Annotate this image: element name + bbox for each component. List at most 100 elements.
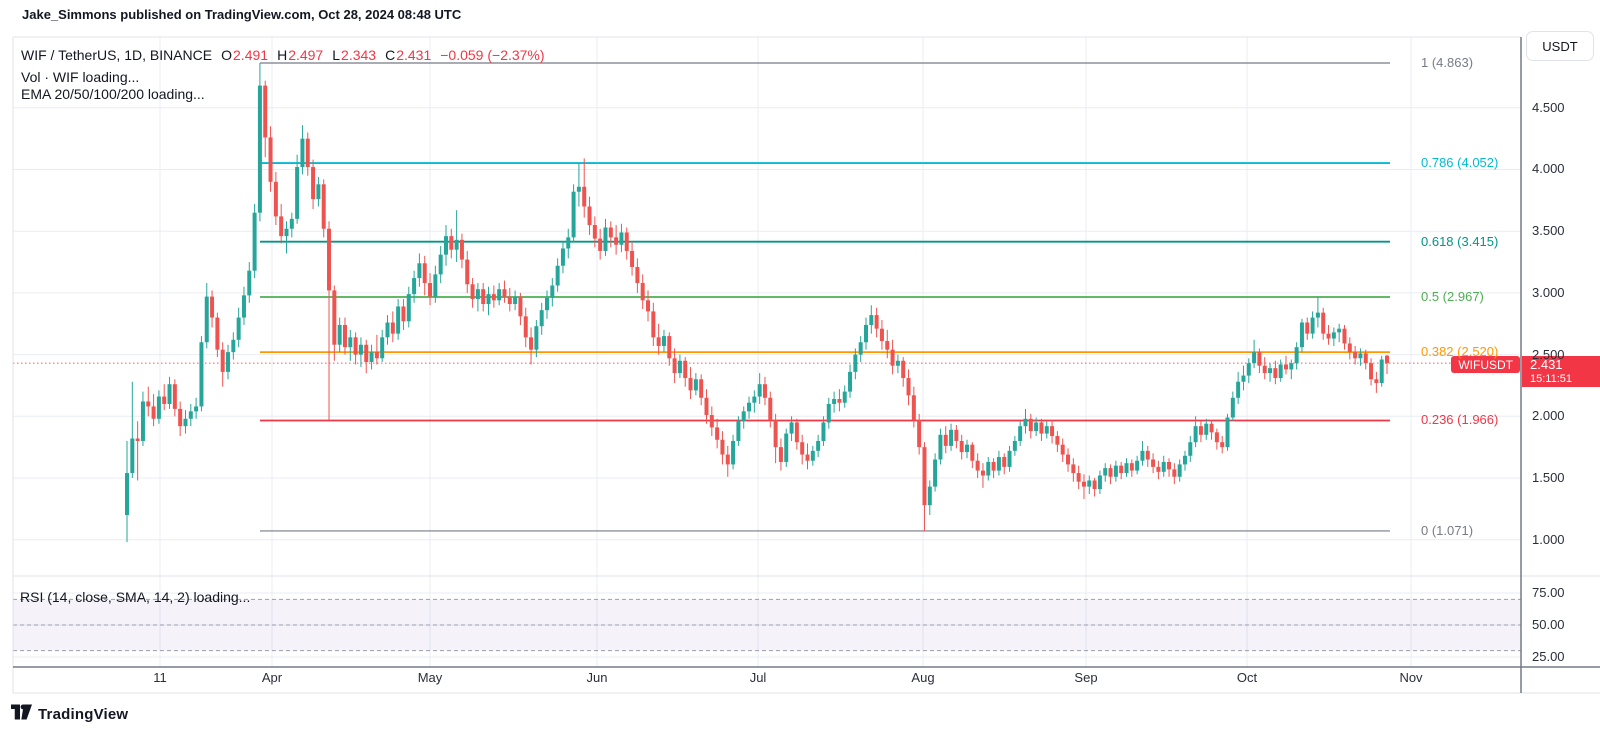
candle-body [975,460,980,471]
candle-body [412,278,417,295]
fib-level-label: 0.786 (4.052) [1421,155,1499,171]
time-axis-label[interactable]: Jul [749,670,767,685]
candle-body [353,337,358,355]
candle-body [295,167,300,219]
candle-body [433,274,438,297]
candle-body [486,294,491,305]
candle-body [677,360,682,374]
symbol-title[interactable]: WIF / TetherUS, 1D, BINANCE [21,47,213,63]
candle-body [741,411,746,422]
candle-body [773,419,778,448]
candle-body [1076,473,1081,482]
volume-indicator-legend[interactable]: Vol · WIF loading... [21,69,140,85]
fib-level-label: 0.618 (3.415) [1421,233,1499,249]
candle-body [443,236,448,255]
candle-body [1007,450,1012,467]
candle-body [996,457,1001,471]
candle-body [1214,432,1219,443]
candle-body [428,283,433,297]
candle-body [757,384,762,397]
price-axis-label[interactable]: 2.500 [1532,346,1565,362]
candle-body [210,296,215,318]
time-axis-label[interactable]: Apr [261,670,283,685]
rsi-axis-label[interactable]: 50.00 [1532,617,1565,632]
tradingview-logo[interactable]: TradingView [11,704,128,725]
rsi-axis-label[interactable]: 75.00 [1532,585,1565,600]
price-axis-label[interactable]: 3.500 [1532,223,1565,239]
candle-body [1156,466,1161,472]
candle-body [172,384,177,409]
candle-body [518,296,523,317]
candle-body [800,442,805,455]
candle-body [491,294,496,301]
candle-body [986,461,991,476]
candle-body [1299,322,1304,348]
candle-body [560,248,565,266]
candle-body [1220,442,1225,448]
time-axis-label[interactable]: 11 [153,670,167,685]
price-axis-label[interactable]: 3.000 [1532,284,1565,300]
candle-body [1124,463,1129,474]
candle-body [571,191,576,238]
candle-body [390,322,395,334]
candle-body [534,326,539,350]
candle-body [369,352,374,362]
candle-body [396,306,401,334]
candle-body [1087,480,1092,487]
candle-body [1044,426,1049,434]
price-axis-label[interactable]: 1.500 [1532,469,1565,485]
price-axis-label[interactable]: 1.000 [1532,531,1565,547]
time-axis-label[interactable]: Jun [586,670,608,685]
time-axis-label[interactable]: May [417,670,443,685]
candle-body [523,316,528,338]
candle-body [167,384,172,404]
candle-body [417,263,422,279]
price-axis-label[interactable]: 2.000 [1532,408,1565,424]
candle-body [906,378,911,396]
ohlc-high: H2.497 [277,47,324,63]
candle-body [869,315,874,325]
ema-indicator-legend[interactable]: EMA 20/50/100/200 loading... [21,86,205,102]
candle-body [135,438,140,441]
candle-body [348,337,353,348]
price-axis-label[interactable]: 4.500 [1532,99,1565,115]
candle-body [1315,312,1320,318]
candle-body [454,239,459,250]
candle-body [842,391,847,403]
candle-body [587,206,592,226]
price-axis-label[interactable]: 4.000 [1532,161,1565,177]
candle-body [273,181,278,217]
candle-body [194,406,199,412]
candle-body [879,328,884,342]
candle-body [1060,444,1065,455]
fib-level-label: 1 (4.863) [1421,55,1474,70]
candle-body [858,342,863,355]
candle-body [1209,423,1214,433]
change-value: −0.059 (−2.37%) [440,47,545,63]
candle-body [125,473,129,516]
candle-body [162,396,167,404]
candle-body [1310,317,1315,334]
candle-body [1018,426,1023,441]
candle-body [656,337,661,346]
rsi-axis-label[interactable]: 25.00 [1532,649,1565,664]
ohlc-low: L2.343 [332,47,377,63]
time-axis-label[interactable]: Nov [1399,670,1423,685]
candle-body [885,341,890,350]
candle-body [507,296,512,305]
candle-body [1108,468,1113,477]
candle-body [683,360,688,379]
currency-toggle-button[interactable]: USDT [1526,31,1594,61]
candle-body [470,284,475,300]
time-axis-label[interactable]: Sep [1074,670,1098,685]
candle-body [178,408,183,427]
time-axis-label[interactable]: Aug [911,670,935,685]
candle-body [342,324,347,348]
time-axis-label[interactable]: Oct [1236,670,1258,685]
candle-body [332,290,337,345]
ohlc-open: O2.491 [221,47,269,63]
candle-body [1230,397,1235,418]
rsi-indicator-legend[interactable]: RSI (14, close, SMA, 14, 2) loading... [20,589,251,605]
